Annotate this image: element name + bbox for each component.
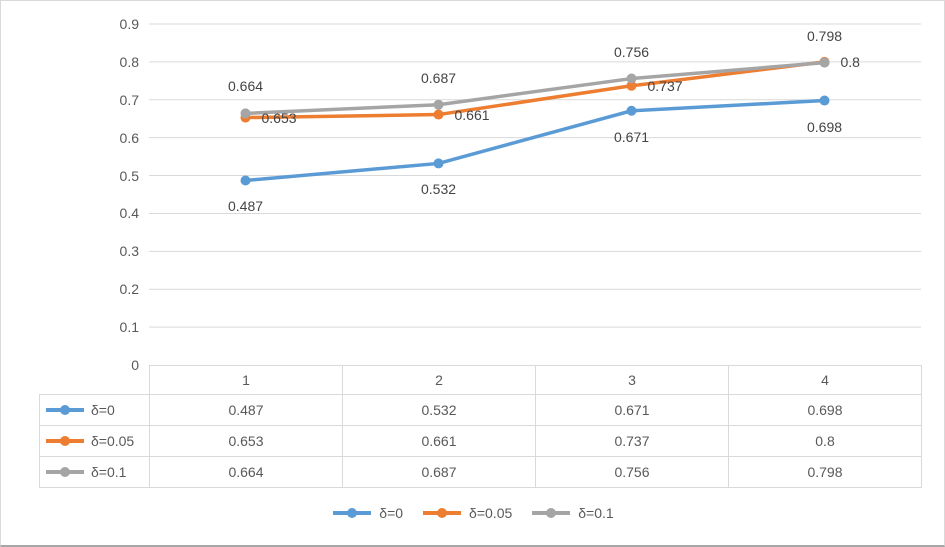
table-cell: 0.8 xyxy=(728,425,922,457)
data-label: 0.487 xyxy=(227,198,264,215)
legend-item-delta-01: δ=0.1 xyxy=(530,505,614,521)
data-label: 0.8 xyxy=(840,53,860,70)
table-cell: 0.798 xyxy=(728,456,922,488)
table-cell: 0.687 xyxy=(342,456,536,488)
data-label: 0.737 xyxy=(647,77,683,94)
table-cell: 0.653 xyxy=(149,425,343,457)
legend-key-icon xyxy=(44,466,86,478)
table-cell: 0.532 xyxy=(342,394,536,426)
data-table: 1 2 3 4 δ=0 0.487 0.532 0.671 0.698 δ=0.… xyxy=(39,365,922,488)
series-name: δ=0.1 xyxy=(91,464,127,480)
series-name: δ=0.05 xyxy=(91,433,135,449)
table-cell: 0.737 xyxy=(535,425,729,457)
y-axis-tick-label: 0.1 xyxy=(119,319,139,336)
data-label: 0.687 xyxy=(420,69,457,86)
y-axis-tick-label: 0.6 xyxy=(119,129,139,146)
table-cell: 0.487 xyxy=(149,394,343,426)
y-axis-tick-label: 0.7 xyxy=(119,91,139,108)
legend-item-delta-0: δ=0 xyxy=(331,505,403,521)
table-cell: 0.661 xyxy=(342,425,536,457)
table-cell: 0.671 xyxy=(535,394,729,426)
table-cell: 0.756 xyxy=(535,456,729,488)
table-series-header: δ=0.1 xyxy=(39,456,150,488)
table-header-cell: 2 xyxy=(342,365,536,395)
y-axis-tick-label: 0.5 xyxy=(119,167,139,184)
data-label: 0.756 xyxy=(613,43,650,60)
y-axis-tick-label: 0.3 xyxy=(119,243,139,260)
data-label: 0.532 xyxy=(420,181,457,198)
data-label: 0.671 xyxy=(613,128,650,145)
table-header-cell: 4 xyxy=(728,365,922,395)
y-axis-tick-label: 0 xyxy=(131,357,139,373)
data-label: 0.653 xyxy=(261,109,297,126)
data-label: 0.798 xyxy=(806,27,843,44)
data-label: 0.664 xyxy=(227,78,264,95)
y-axis-tick-label: 0.4 xyxy=(119,205,139,222)
table-series-header: δ=0 xyxy=(39,394,150,426)
data-label: 0.661 xyxy=(454,106,490,123)
legend-label: δ=0.05 xyxy=(469,505,513,521)
legend-key-icon xyxy=(44,404,86,416)
legend-label: δ=0 xyxy=(379,505,404,521)
legend-key-icon xyxy=(421,507,463,519)
table-corner-cell xyxy=(40,366,150,395)
legend-key-icon xyxy=(44,435,86,447)
legend-key-icon xyxy=(331,507,373,519)
legend-label: δ=0.1 xyxy=(578,505,614,521)
table-cell: 0.664 xyxy=(149,456,343,488)
legend-item-delta-005: δ=0.05 xyxy=(421,505,512,521)
table-cell: 0.698 xyxy=(728,394,922,426)
legend-key-icon xyxy=(530,507,572,519)
table-header-cell: 1 xyxy=(149,365,343,395)
table-series-header: δ=0.05 xyxy=(39,425,150,457)
chart-legend: δ=0 δ=0.05 δ=0.1 xyxy=(1,500,944,526)
y-axis-tick-label: 0.9 xyxy=(119,16,139,32)
series-name: δ=0 xyxy=(91,402,115,418)
y-axis-tick-label: 0.2 xyxy=(119,281,139,298)
y-axis-tick-label: 0.8 xyxy=(119,53,139,70)
data-label: 0.698 xyxy=(806,118,843,135)
table-header-cell: 3 xyxy=(535,365,729,395)
